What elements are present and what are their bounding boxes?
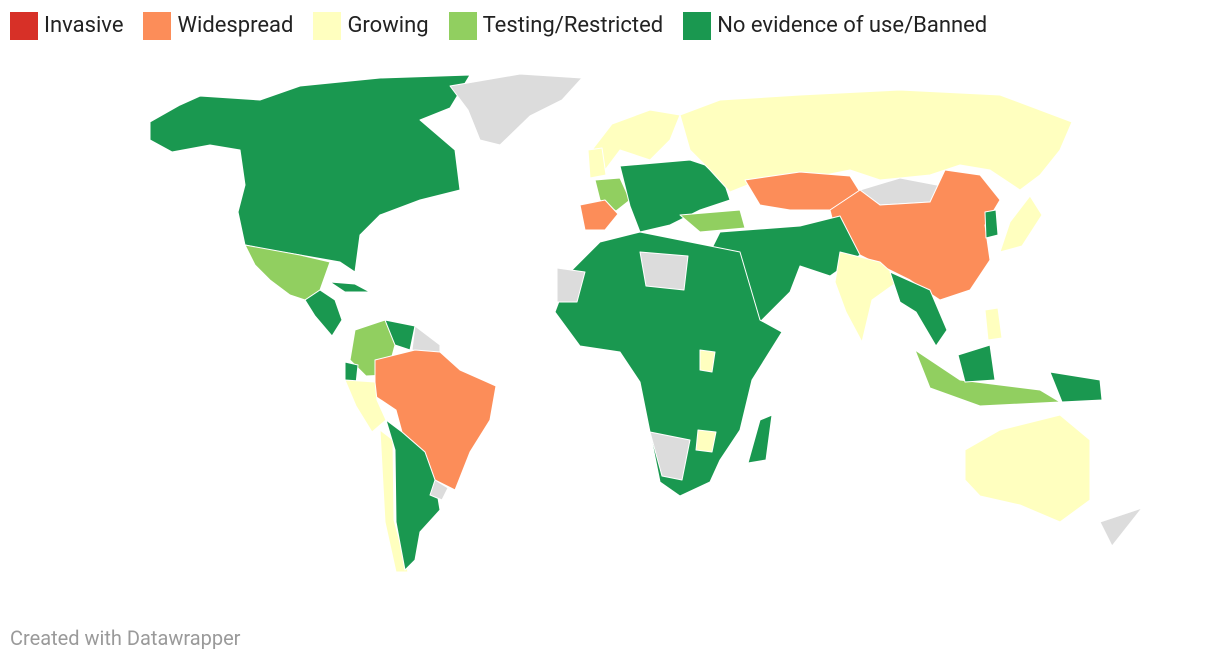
- legend-swatch: [683, 12, 712, 40]
- new-zealand: [1099, 507, 1143, 547]
- legend-swatch: [10, 12, 38, 40]
- legend-label: No evidence of use/Banned: [717, 13, 988, 38]
- legend-label: Testing/Restricted: [482, 13, 664, 38]
- legend-label: Growing: [347, 13, 429, 38]
- legend-item: Invasive: [10, 12, 123, 40]
- argentina-bolivia: [385, 419, 441, 571]
- cuba: [329, 281, 371, 293]
- brazil: [374, 349, 497, 491]
- legend-label: Widespread: [177, 13, 294, 38]
- uk: [587, 147, 607, 179]
- legend-label: Invasive: [44, 13, 124, 38]
- libya: [639, 251, 689, 291]
- world-map: [149, 73, 1143, 573]
- china: [829, 169, 1001, 301]
- borneo: [957, 344, 996, 383]
- uruguay: [429, 479, 449, 501]
- angola-namibia: [649, 431, 691, 481]
- legend: Invasive Widespread Growing Testing/Restric…: [10, 12, 1007, 40]
- legend-item: No evidence of use/Banned: [683, 12, 987, 40]
- korea: [984, 209, 999, 239]
- japan: [999, 195, 1043, 253]
- indonesia: [914, 349, 1061, 407]
- zimbabwe: [695, 429, 717, 453]
- venezuela: [384, 319, 416, 351]
- legend-swatch: [448, 12, 477, 40]
- tanzania: [699, 349, 716, 373]
- australia: [964, 414, 1091, 523]
- madagascar: [747, 414, 773, 464]
- philippines: [984, 307, 1003, 341]
- usa-canada: [149, 74, 471, 273]
- legend-item: Growing: [313, 12, 429, 40]
- russia: [679, 89, 1073, 193]
- africa: [554, 231, 783, 497]
- credit: Created with Datawrapper: [10, 626, 241, 650]
- legend-swatch: [313, 12, 342, 40]
- legend-swatch: [143, 12, 172, 40]
- central-america: [304, 289, 343, 337]
- legend-item: Widespread: [143, 12, 293, 40]
- greenland: [449, 73, 583, 146]
- papua-new-guinea: [1049, 371, 1103, 403]
- southeast-asia: [889, 271, 948, 347]
- western-sahara: [556, 267, 586, 303]
- spain: [579, 199, 619, 231]
- europe: [619, 159, 731, 233]
- scandinavia: [591, 109, 681, 171]
- india: [834, 251, 901, 343]
- turkey: [679, 209, 746, 233]
- legend-item: Testing/Restricted: [448, 12, 664, 40]
- france: [594, 177, 631, 212]
